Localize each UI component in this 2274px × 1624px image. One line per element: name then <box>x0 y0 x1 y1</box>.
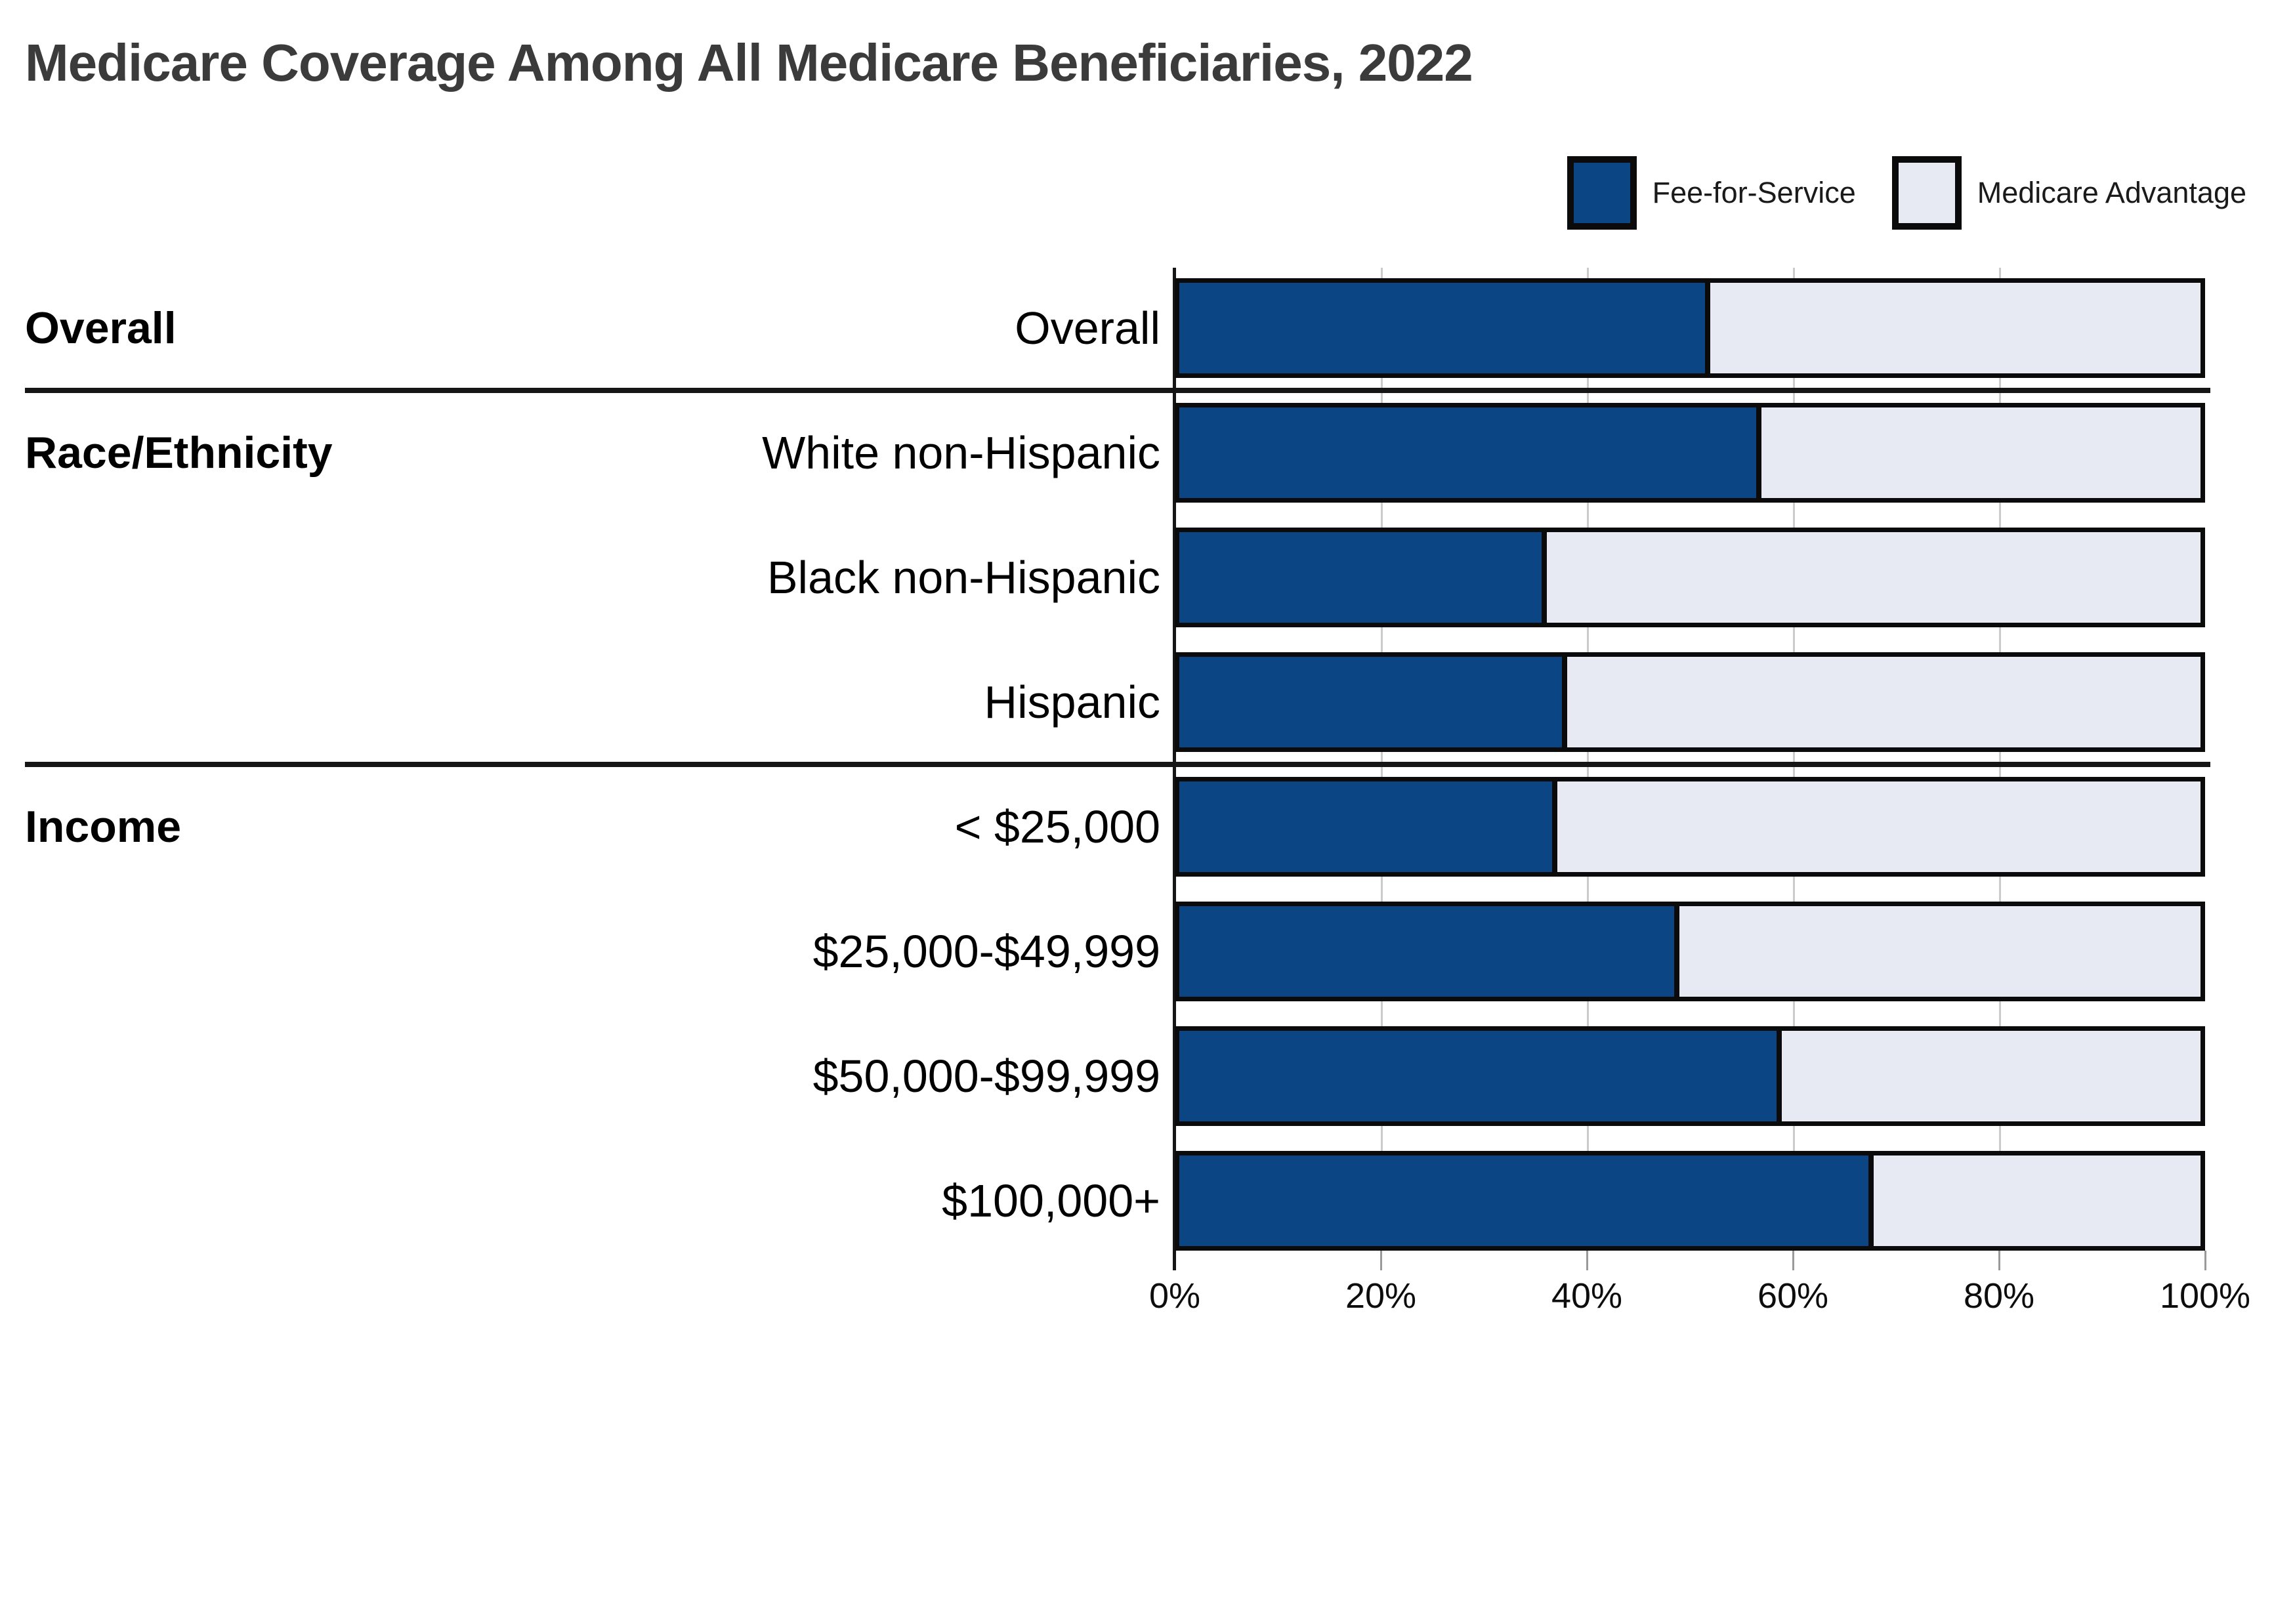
x-tick-100 <box>2204 1251 2206 1270</box>
x-tick-label: 20% <box>1345 1276 1417 1316</box>
legend-swatch-icon <box>1567 156 1637 230</box>
gridline-60 <box>1793 268 1795 1251</box>
legend: Fee-for-Service Medicare Advantage <box>1567 156 2246 230</box>
legend-item-fee-for-service: Fee-for-Service <box>1567 156 1856 230</box>
x-tick-60 <box>1792 1251 1794 1270</box>
legend-item-label: Fee-for-Service <box>1652 176 1856 209</box>
legend-item-label: Medicare Advantage <box>1977 176 2246 209</box>
stacked-bar <box>1175 902 2205 1001</box>
category-label: Hispanic <box>984 677 1160 728</box>
bar-segment-medicare-advantage <box>1547 532 2200 623</box>
x-tick-label: 100% <box>2159 1276 2251 1316</box>
gridline-40 <box>1587 268 1589 1251</box>
chart-row: $50,000-$99,999 <box>0 1026 2274 1126</box>
legend-item-medicare-advantage: Medicare Advantage <box>1891 156 2246 230</box>
x-tick-0 <box>1174 1251 1176 1270</box>
stacked-bar <box>1175 777 2205 877</box>
chart-row: Overall <box>0 278 2274 378</box>
bar-segment-fee-for-service <box>1179 657 1568 747</box>
bar-segment-medicare-advantage <box>1710 283 2200 373</box>
category-label: $50,000-$99,999 <box>812 1051 1160 1102</box>
category-label: Overall <box>1015 302 1160 354</box>
bar-segment-fee-for-service <box>1179 906 1680 997</box>
stacked-bar <box>1175 1026 2205 1126</box>
section-separator-line <box>25 388 2210 393</box>
bar-segment-fee-for-service <box>1179 1031 1782 1121</box>
chart-row: Black non-Hispanic <box>0 528 2274 627</box>
section-separator-line <box>25 762 2210 767</box>
x-tick-80 <box>1998 1251 2000 1270</box>
bar-segment-fee-for-service <box>1179 407 1761 498</box>
stacked-bar <box>1175 528 2205 627</box>
stacked-bar <box>1175 278 2205 378</box>
chart-title: Medicare Coverage Among All Medicare Ben… <box>25 33 1473 92</box>
gridline-80 <box>1999 268 2001 1251</box>
category-label: Black non-Hispanic <box>767 552 1160 603</box>
category-label: $100,000+ <box>942 1175 1160 1226</box>
bar-segment-fee-for-service <box>1179 283 1711 373</box>
stacked-bar <box>1175 403 2205 503</box>
stacked-bar <box>1175 652 2205 752</box>
x-tick-label: 0% <box>1148 1276 1201 1316</box>
bar-segment-medicare-advantage <box>1874 1156 2200 1246</box>
bar-segment-medicare-advantage <box>1679 906 2200 997</box>
section-label-overall: Overall <box>25 303 177 353</box>
x-tick-40 <box>1586 1251 1588 1270</box>
chart-row: $100,000+ <box>0 1151 2274 1251</box>
chart-row: Hispanic <box>0 652 2274 752</box>
category-label: $25,000-$49,999 <box>812 926 1160 977</box>
chart-row: White non-Hispanic <box>0 403 2274 503</box>
x-tick-label: 60% <box>1757 1276 1829 1316</box>
bar-segment-medicare-advantage <box>1761 407 2200 498</box>
section-label-race-ethnicity: Race/Ethnicity <box>25 428 333 478</box>
category-label: White non-Hispanic <box>762 427 1160 478</box>
legend-swatch-icon <box>1891 156 1962 230</box>
stacked-bar <box>1175 1151 2205 1251</box>
gridline-20 <box>1381 268 1383 1251</box>
section-label-income: Income <box>25 802 182 852</box>
x-tick-label: 80% <box>1963 1276 2035 1316</box>
category-label: < $25,000 <box>954 801 1160 852</box>
bar-segment-fee-for-service <box>1179 532 1548 623</box>
y-axis-line <box>1173 268 1176 1270</box>
x-tick-20 <box>1380 1251 1382 1270</box>
bar-segment-medicare-advantage <box>1567 657 2200 747</box>
chart-row: $25,000-$49,999 <box>0 902 2274 1001</box>
bar-segment-medicare-advantage <box>1557 781 2200 872</box>
bar-segment-medicare-advantage <box>1782 1031 2200 1121</box>
bar-segment-fee-for-service <box>1179 781 1557 872</box>
bar-segment-fee-for-service <box>1179 1156 1874 1246</box>
x-tick-label: 40% <box>1551 1276 1623 1316</box>
chart-row: < $25,000 <box>0 777 2274 877</box>
